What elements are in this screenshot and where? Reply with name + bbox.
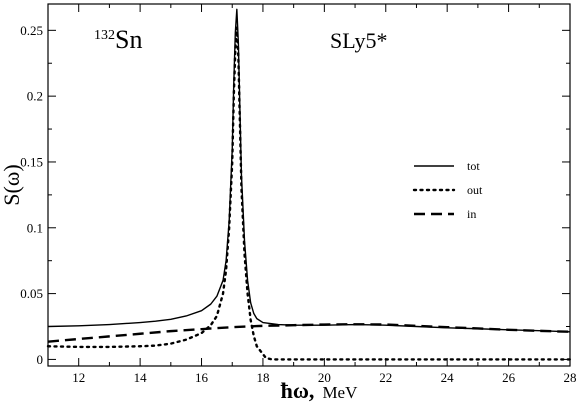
series-tot-line [47, 8, 571, 333]
legend-out-label: out [467, 183, 483, 197]
series-in-line [47, 323, 571, 343]
series-out-line [46, 26, 572, 361]
legend-tot-label: tot [467, 159, 480, 173]
legend: tot out in [412, 159, 483, 221]
x-tick-label: 22 [379, 370, 392, 385]
y-tick-label: 0.05 [20, 286, 43, 301]
y-axis-label: S(ω) [0, 164, 24, 205]
x-tick-label: 18 [256, 370, 269, 385]
x-axis-symbol: ħω, [281, 378, 315, 403]
x-axis-unit: MeV [322, 383, 358, 402]
force-label: SLy5* [330, 28, 387, 53]
x-tick-label: 26 [502, 370, 516, 385]
y-tick-label: 0.1 [27, 220, 43, 235]
x-axis-label: ħω, MeV [281, 378, 358, 403]
nucleus-mass: 132 [94, 28, 115, 43]
axis-ticks: 12 14 16 18 20 22 24 26 28 0 0.05 0.1 0.15 0.2 0.25 [20, 4, 577, 385]
legend-in-label: in [467, 207, 476, 221]
series-lines [46, 8, 572, 361]
nucleus-symbol: Sn [115, 25, 142, 54]
y-tick-label: 0.2 [27, 89, 43, 104]
x-tick-label: 16 [195, 370, 209, 385]
plot-frame [47, 3, 571, 367]
y-tick-label: 0 [37, 352, 44, 367]
x-tick-label: 14 [134, 370, 148, 385]
y-tick-label: 0.25 [20, 23, 43, 38]
x-tick-label: 20 [318, 370, 331, 385]
nucleus-label: 132Sn [94, 25, 142, 54]
x-tick-label: 12 [72, 370, 85, 385]
x-tick-label: 28 [564, 370, 577, 385]
y-tick-label: 0.15 [20, 154, 43, 169]
x-tick-label: 24 [441, 370, 455, 385]
